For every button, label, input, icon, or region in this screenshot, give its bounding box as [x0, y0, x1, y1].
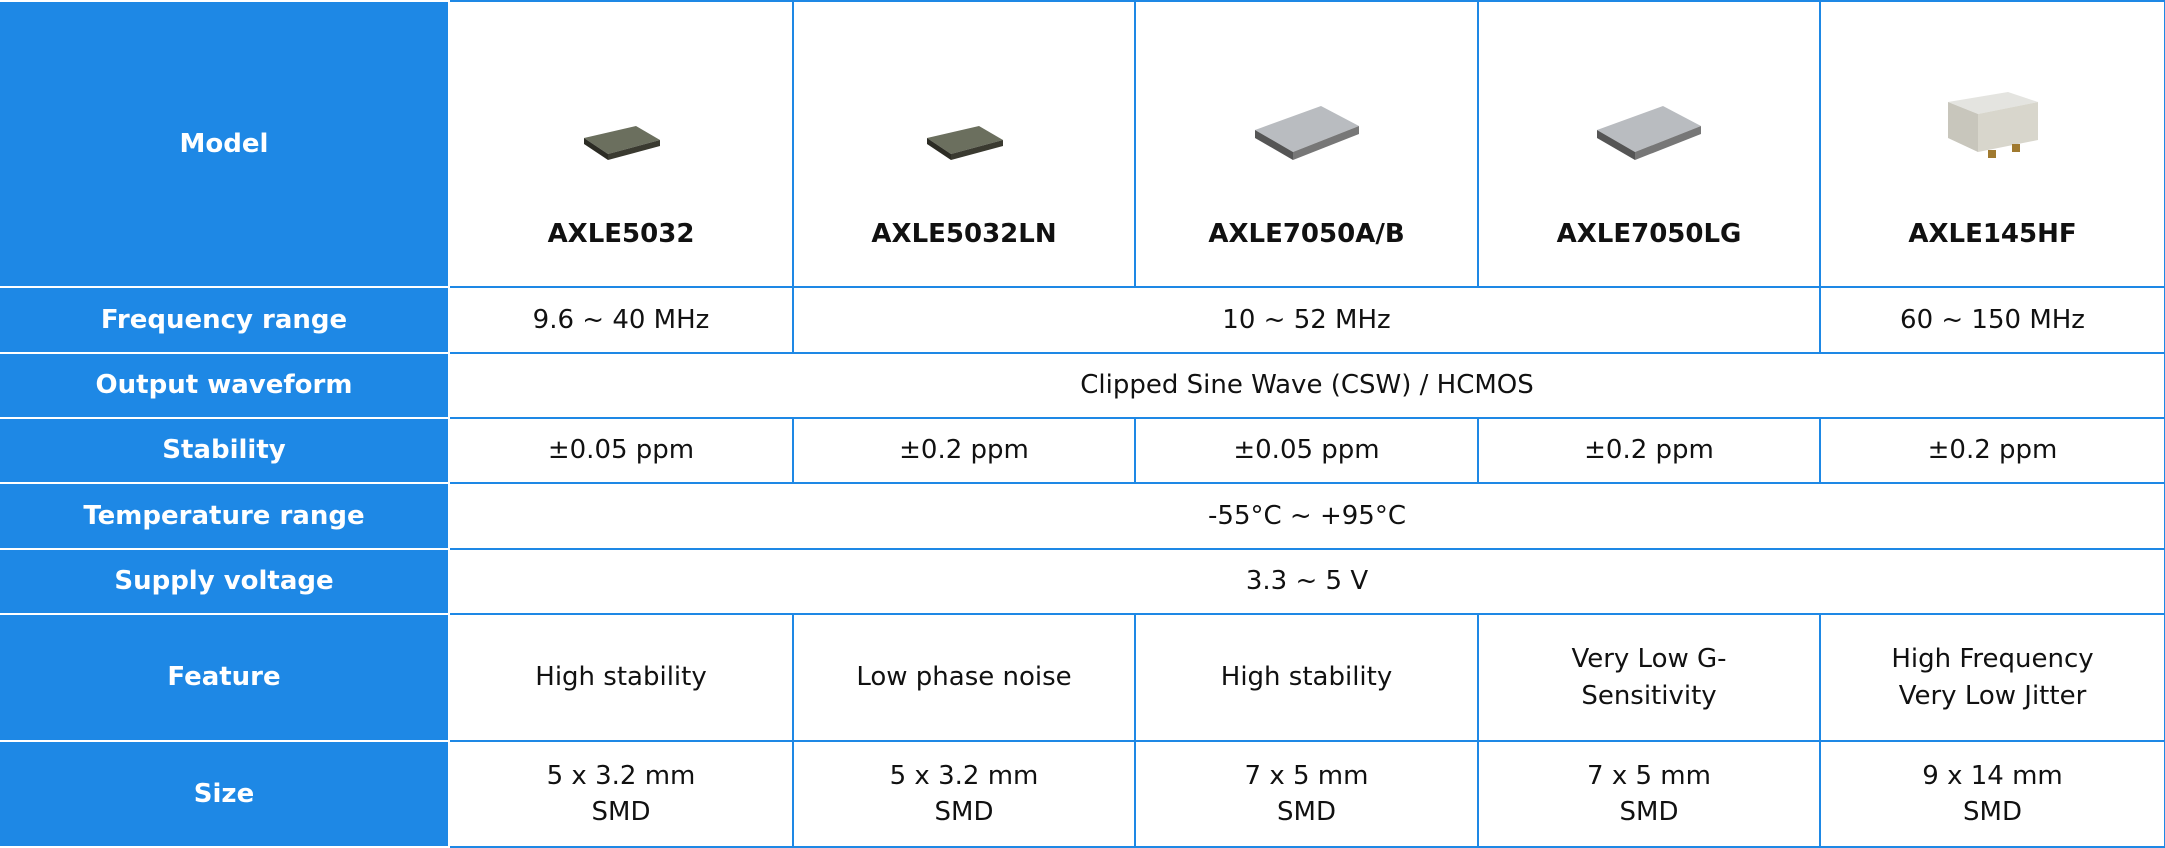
cell: 3.3 ~ 5 V	[448, 548, 2165, 615]
chip-image	[584, 125, 660, 160]
cell-line: Low phase noise	[856, 662, 1072, 693]
row-header: Feature	[0, 613, 450, 742]
cell: Low phase noise	[792, 613, 1136, 742]
cell: 7 x 5 mm SMD	[1134, 740, 1479, 848]
cell: 5 x 3.2 mm SMD	[448, 740, 794, 848]
cell-line: High stability	[1220, 662, 1393, 693]
cell: ±0.05 ppm	[1134, 417, 1479, 484]
cell: 7 x 5 mm SMD	[1477, 740, 1821, 848]
cell: ±0.2 ppm	[792, 417, 1136, 484]
cell: Clipped Sine Wave (CSW) / HCMOS	[448, 352, 2165, 419]
cell: 60 ~ 150 MHz	[1819, 286, 2165, 354]
cell-line: SMD	[591, 797, 651, 827]
cell: 5 x 3.2 mm SMD	[792, 740, 1136, 848]
cell-line: 9 x 14 mm	[1922, 760, 2063, 791]
chip-image	[1597, 105, 1701, 160]
row-header: Output waveform	[0, 352, 450, 419]
cell-line: SMD	[1963, 797, 2022, 827]
model-name: AXLE5032	[547, 218, 695, 249]
cell: High stability	[448, 613, 794, 742]
model-cell: AXLE7050A/B	[1134, 0, 1479, 288]
cell-line: 7 x 5 mm	[1244, 760, 1369, 791]
cell: -55°C ~ +95°C	[448, 482, 2165, 550]
cell-line: 5 x 3.2 mm	[889, 760, 1039, 791]
row-header: Frequency range	[0, 286, 450, 354]
row: Model AXLE5032 AXLE5032LN AXLE7050A/B AX…	[0, 0, 2165, 288]
cell: ±0.2 ppm	[1819, 417, 2165, 484]
model-name: AXLE7050A/B	[1208, 218, 1405, 249]
cell-line: SMD	[1277, 797, 1336, 827]
model-name: AXLE5032LN	[871, 218, 1057, 249]
cell-line: Sensitivity	[1581, 680, 1717, 711]
cell: ±0.2 ppm	[1477, 417, 1821, 484]
row-header: Size	[0, 740, 450, 848]
row-header: Model	[0, 0, 450, 288]
cell-line: SMD	[934, 797, 994, 827]
cell: ±0.05 ppm	[448, 417, 794, 484]
cell: 10 ~ 52 MHz	[792, 286, 1821, 354]
model-name: AXLE7050LG	[1556, 218, 1742, 249]
cell-line: Very Low Jitter	[1898, 680, 2087, 711]
chip-image	[927, 125, 1003, 160]
cell-line: 5 x 3.2 mm	[546, 760, 696, 791]
cell: High stability	[1134, 613, 1479, 742]
row-header: Temperature range	[0, 482, 450, 550]
chip-image	[1947, 91, 2038, 158]
cell-line: 7 x 5 mm	[1587, 760, 1711, 791]
cell: 9.6 ~ 40 MHz	[448, 286, 794, 354]
cell: 9 x 14 mm SMD	[1819, 740, 2165, 848]
model-name: AXLE145HF	[1908, 218, 2077, 249]
model-cell: AXLE5032LN	[792, 0, 1136, 288]
chip-image	[1254, 105, 1359, 160]
cell: High Frequency Very Low Jitter	[1819, 613, 2165, 742]
cell-line: High stability	[535, 662, 707, 693]
row-header: Supply voltage	[0, 548, 450, 615]
cell-line: SMD	[1619, 797, 1679, 827]
model-cell: AXLE5032	[448, 0, 794, 288]
row-header: Stability	[0, 417, 450, 484]
model-cell: AXLE7050LG	[1477, 0, 1821, 288]
cell-line: High Frequency	[1891, 644, 2094, 675]
cell-line: Very Low G-	[1571, 644, 1727, 675]
cell: Very Low G- Sensitivity	[1477, 613, 1821, 742]
model-cell: AXLE145HF	[1819, 0, 2165, 288]
